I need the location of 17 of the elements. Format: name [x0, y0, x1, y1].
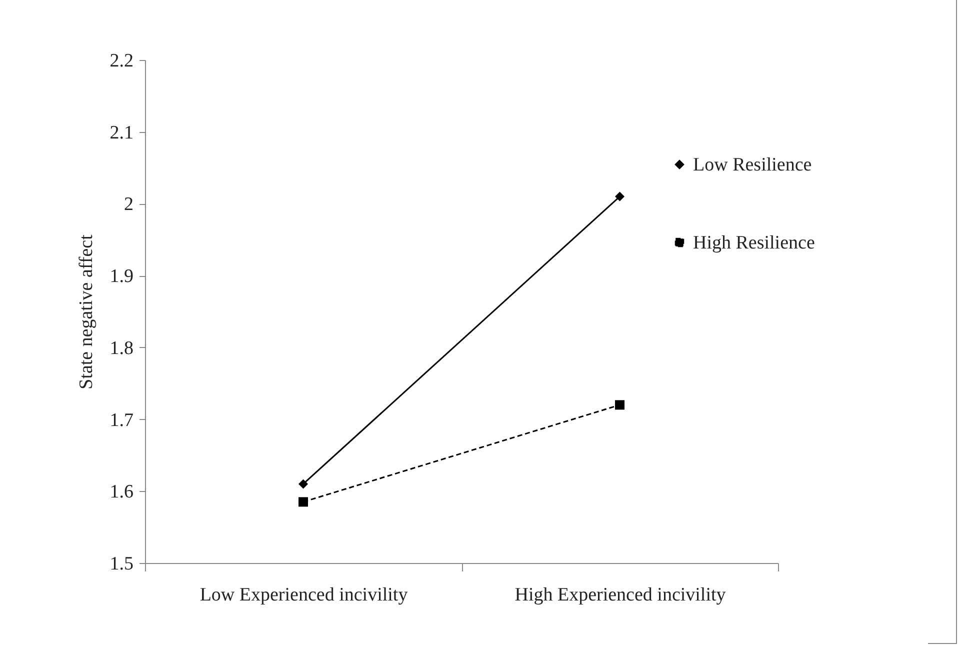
- point: [298, 497, 308, 507]
- x-tick-label: Low Experienced incivility: [200, 584, 408, 606]
- y-tick-label: 1.9: [110, 266, 134, 288]
- x-tick-label: High Experienced incivility: [514, 584, 726, 606]
- point: [298, 479, 308, 489]
- y-tick-label: 1.8: [110, 338, 134, 359]
- point: [615, 192, 624, 202]
- y-axis-title: State negative affect: [76, 234, 97, 390]
- y-tick-label: 1.7: [110, 410, 134, 431]
- y-tick-label: 1.6: [110, 482, 134, 503]
- y-tick-label: 2.1: [110, 122, 134, 144]
- y-tick-label: 2.2: [110, 50, 134, 72]
- y-tick-label: 2: [124, 194, 134, 216]
- y-tick-label: 1.5: [110, 554, 134, 574]
- point: [615, 400, 624, 410]
- legend-label: Low Resilience: [693, 154, 812, 176]
- legend-label: High Resilience: [693, 232, 815, 254]
